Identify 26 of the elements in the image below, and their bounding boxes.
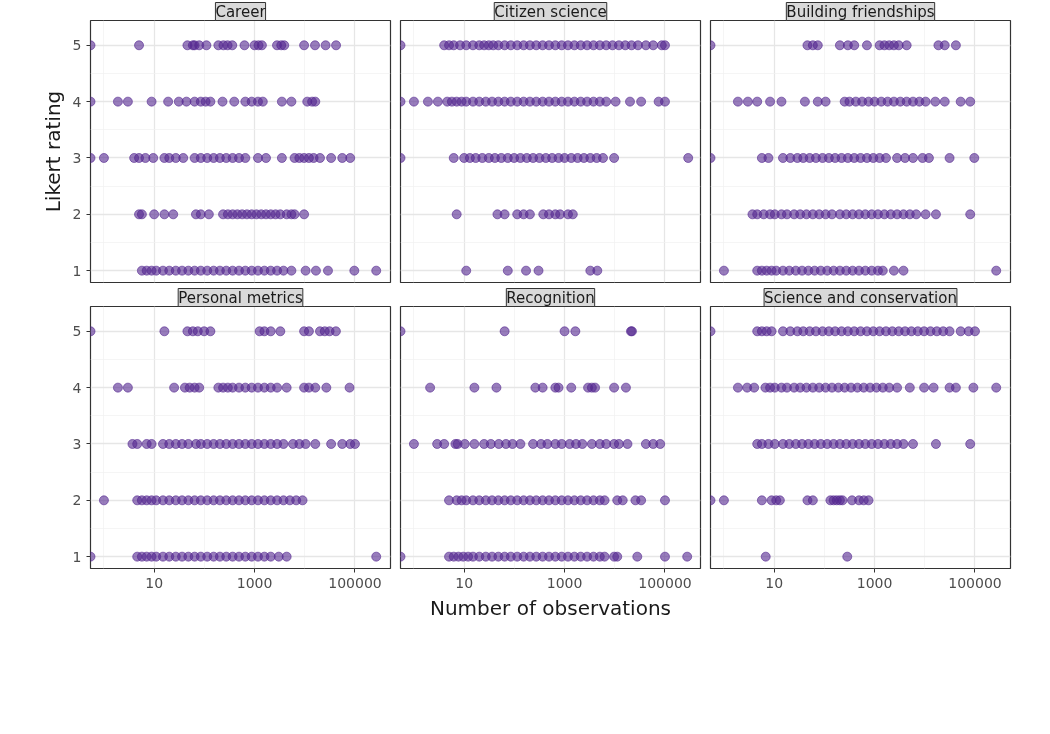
x-tick-label: 100000 [638,574,692,591]
y-tick-label: 3 [72,149,82,166]
y-tick-label: 2 [72,492,82,509]
y-tick-label: 5 [72,37,82,54]
y-axis-title: Likert rating [40,90,65,213]
y-tick-label: 1 [72,262,82,279]
x-axis-title: Number of observations [429,595,672,620]
x-tick-label: 1000 [546,574,583,591]
x-tick-label: 10 [455,574,474,591]
chart-title: Science and conservation [764,288,957,307]
y-tick-label: 1 [72,548,82,565]
x-tick-label: 10 [765,574,784,591]
y-tick-label: 4 [72,379,82,396]
chart-title: Citizen science [494,2,607,21]
chart-title: Building friendships [786,2,935,21]
y-tick-label: 3 [72,435,82,452]
x-tick-label: 1000 [236,574,273,591]
x-tick-label: 10 [145,574,164,591]
y-tick-label: 5 [72,323,82,340]
chart-title: Recognition [506,288,595,307]
x-tick-label: 100000 [328,574,382,591]
chart-title: Personal metrics [178,288,304,307]
y-tick-label: 2 [72,206,82,223]
x-tick-label: 100000 [948,574,1002,591]
x-tick-label: 1000 [856,574,893,591]
y-tick-label: 4 [72,93,82,110]
